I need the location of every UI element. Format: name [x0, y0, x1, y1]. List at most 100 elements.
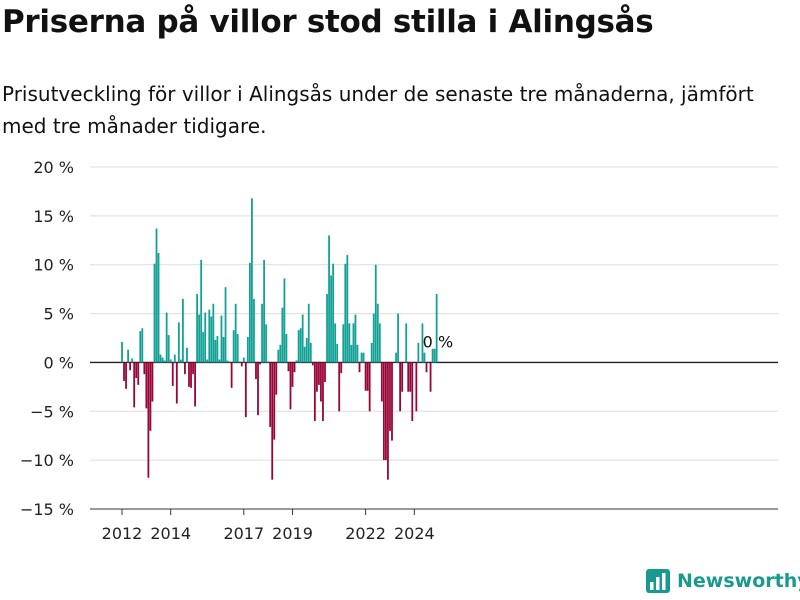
bars	[121, 198, 438, 480]
bar	[295, 360, 298, 363]
bar	[364, 362, 367, 391]
bar	[246, 337, 249, 363]
bar	[358, 362, 361, 373]
bar	[240, 362, 243, 367]
bar	[218, 359, 221, 363]
bar	[210, 316, 213, 363]
bar	[409, 362, 412, 392]
bar	[431, 348, 434, 363]
bar	[265, 324, 268, 363]
bar	[145, 362, 148, 409]
bar	[230, 362, 233, 388]
bar	[255, 362, 257, 380]
bar	[179, 359, 182, 363]
bar	[326, 294, 328, 363]
bar	[228, 361, 231, 363]
bar	[376, 303, 379, 363]
bar	[307, 303, 310, 363]
bar	[251, 198, 253, 363]
bar	[188, 362, 190, 387]
bar	[208, 309, 211, 363]
bar	[368, 362, 371, 412]
x-tick-label: 2019	[272, 524, 313, 543]
bar	[305, 338, 308, 363]
bar	[232, 330, 235, 363]
last-value-label: 0 %	[423, 332, 453, 351]
bar	[257, 362, 259, 416]
bar	[177, 322, 180, 363]
bar	[261, 303, 263, 363]
y-tick-label: 20 %	[33, 158, 74, 177]
bar	[283, 278, 286, 363]
chart-title: Priserna på villor stod stilla i Alingså…	[2, 4, 654, 40]
bar	[423, 352, 426, 363]
bar	[151, 362, 154, 402]
bar	[269, 362, 272, 427]
bar	[253, 298, 255, 363]
bar	[395, 352, 397, 363]
bar	[378, 323, 381, 363]
bar	[399, 362, 402, 412]
bar	[417, 342, 420, 363]
bar	[135, 362, 138, 379]
bar	[194, 362, 196, 407]
bar	[271, 362, 274, 480]
bar	[301, 314, 304, 363]
bar	[190, 362, 192, 388]
y-axis: −15 % −10 % −5 % 0 % 5 % 10 % 15 % 20 %	[20, 158, 74, 519]
bar	[169, 359, 172, 363]
bar	[159, 354, 162, 363]
bar	[315, 362, 318, 392]
x-tick-label: 2022	[345, 524, 386, 543]
bar	[175, 362, 178, 404]
bar	[385, 362, 387, 461]
bar	[171, 362, 174, 386]
bar	[125, 362, 127, 389]
newsworthy-brand: Newsworthy	[645, 568, 800, 594]
bar	[141, 328, 144, 363]
bar	[320, 362, 322, 402]
bar	[287, 362, 290, 372]
brand-name: Newsworthy	[677, 570, 800, 592]
bar	[224, 287, 227, 363]
bar	[303, 346, 306, 363]
annotations: 0 %	[423, 332, 453, 351]
bar	[429, 362, 432, 392]
bar	[352, 323, 355, 363]
bar	[236, 334, 239, 363]
bar	[182, 298, 184, 363]
bar	[324, 362, 326, 382]
bar	[259, 362, 261, 365]
bar	[281, 307, 284, 363]
bar	[415, 362, 418, 412]
bar	[362, 352, 365, 363]
bar	[336, 343, 339, 363]
bar	[411, 362, 414, 422]
bar	[167, 335, 170, 363]
bar	[198, 314, 201, 363]
bar	[318, 362, 320, 385]
bar	[200, 259, 203, 363]
bar	[214, 339, 217, 363]
bar	[273, 362, 276, 440]
bar	[206, 359, 209, 363]
x-tick-label: 2017	[223, 524, 264, 543]
bar	[277, 349, 280, 363]
bar	[279, 344, 282, 363]
bar	[204, 312, 207, 363]
bar	[137, 362, 140, 385]
bar	[421, 323, 424, 363]
bar	[374, 264, 377, 363]
bar	[311, 362, 314, 366]
bar	[291, 362, 294, 387]
bar	[184, 362, 186, 375]
bar	[435, 294, 438, 363]
bar	[234, 303, 237, 363]
bar	[149, 362, 152, 431]
bar	[354, 314, 357, 363]
y-tick-label: 15 %	[33, 207, 74, 226]
x-tick-label: 2024	[394, 524, 435, 543]
bar	[129, 362, 132, 371]
bar	[346, 254, 349, 363]
